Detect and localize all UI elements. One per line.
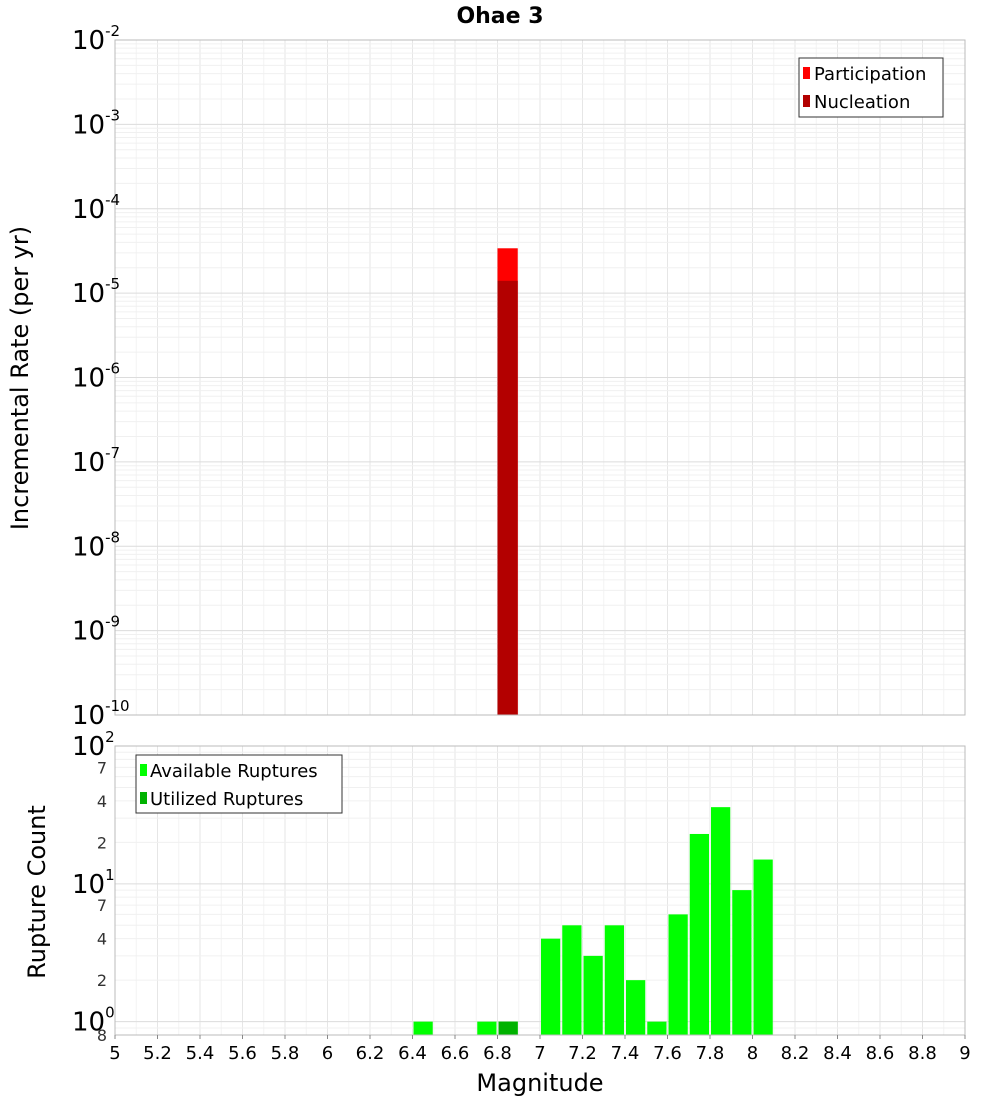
- bottom-legend: Available Ruptures Utilized Ruptures: [135, 754, 343, 814]
- y-tick-exponent: 1: [105, 866, 115, 884]
- available-ruptures-bar: [732, 890, 752, 1035]
- top-legend: Participation Nucleation: [798, 57, 944, 118]
- y-tick-label: 10-7: [72, 444, 120, 478]
- top-panel-grid: [114, 40, 966, 716]
- top-panel-bars: [497, 248, 518, 715]
- x-tick-label: 5.2: [143, 1043, 172, 1064]
- y-tick-label: 10-10: [72, 697, 130, 731]
- x-tick-label: 7.8: [696, 1043, 725, 1064]
- bottom-legend-box: [135, 754, 343, 814]
- y-tick-exponent: 2: [105, 728, 115, 746]
- y-minor-tick-label: 4: [97, 792, 107, 811]
- x-axis-label: Magnitude: [476, 1069, 603, 1097]
- x-tick-label: 5: [109, 1043, 120, 1064]
- chart-title: Ohae 3: [456, 4, 543, 29]
- x-tick-label: 9: [959, 1043, 970, 1064]
- available-ruptures-bar: [689, 833, 709, 1035]
- y-tick-exponent: -2: [105, 22, 120, 40]
- top-legend-box: [798, 57, 944, 118]
- x-tick-label: 5.6: [228, 1043, 257, 1064]
- bottom-panel-bars: [413, 807, 773, 1035]
- x-tick-label: 6: [322, 1043, 333, 1064]
- y-minor-tick-label: 7: [97, 758, 107, 777]
- x-tick-label: 7.6: [653, 1043, 682, 1064]
- y-tick-exponent: -10: [105, 697, 130, 715]
- top-panel-frame: [114, 39, 966, 716]
- utilized-ruptures-legend-label: Utilized Ruptures: [150, 789, 303, 810]
- y-tick-label: 101: [72, 866, 115, 900]
- y-minor-tick-label: 4: [97, 930, 107, 949]
- y-tick-label: 102: [72, 728, 115, 762]
- y-minor-tick-label: 8: [97, 1026, 107, 1045]
- available-ruptures-legend-label: Available Ruptures: [150, 761, 318, 782]
- top-y-axis-label: Incremental Rate (per yr): [6, 226, 34, 530]
- y-tick-label: 10-9: [72, 613, 120, 647]
- y-tick-label: 10-3: [72, 106, 120, 140]
- x-tick-label: 8.2: [781, 1043, 810, 1064]
- y-tick-label: 10-2: [72, 22, 120, 56]
- y-tick-label: 10-4: [72, 191, 120, 225]
- participation-legend-label: Participation: [814, 64, 926, 85]
- available-ruptures-bar: [753, 859, 773, 1035]
- y-minor-tick-label: 2: [97, 833, 107, 852]
- x-tick-label: 6.2: [356, 1043, 385, 1064]
- y-tick-label: 10-6: [72, 360, 120, 394]
- available-ruptures-bar: [583, 955, 603, 1035]
- available-ruptures-bar: [711, 807, 731, 1035]
- available-ruptures-bar: [626, 980, 646, 1035]
- available-ruptures-bar: [541, 938, 561, 1035]
- x-tick-label: 5.8: [271, 1043, 300, 1064]
- x-tick-label: 7.2: [568, 1043, 597, 1064]
- y-tick-exponent: -3: [105, 106, 120, 124]
- y-minor-tick-label: 7: [97, 896, 107, 915]
- x-tick-label: 8.4: [823, 1043, 852, 1064]
- available-ruptures-bar: [668, 914, 688, 1035]
- bottom-y-axis-label: Rupture Count: [23, 805, 51, 979]
- y-minor-tick-label: 2: [97, 971, 107, 990]
- available-ruptures-legend-swatch: [140, 764, 147, 776]
- y-tick-exponent: -6: [105, 360, 120, 378]
- x-tick-label: 8.8: [908, 1043, 937, 1064]
- available-ruptures-bar: [604, 925, 624, 1035]
- y-tick-exponent: 0: [105, 1004, 115, 1022]
- nucleation-legend-label: Nucleation: [814, 92, 910, 113]
- y-tick-label: 10-8: [72, 528, 120, 562]
- nucleation-bar: [497, 280, 518, 715]
- available-ruptures-bar: [477, 1021, 497, 1035]
- available-ruptures-bar: [647, 1021, 667, 1035]
- x-tick-label: 6.8: [483, 1043, 512, 1064]
- y-tick-exponent: -4: [105, 191, 120, 209]
- x-tick-label: 8: [747, 1043, 758, 1064]
- x-tick-labels: 5 5.2 5.4 5.6 5.8 6 6.2 6.4 6.6 6.8 7 7.2 7.4 7.6 7.8 8…: [109, 1035, 971, 1064]
- y-tick-exponent: -5: [105, 275, 120, 293]
- available-ruptures-bar: [562, 925, 582, 1035]
- utilized-ruptures-bar: [498, 1021, 518, 1035]
- y-tick-exponent: -8: [105, 528, 120, 546]
- nucleation-legend-swatch: [803, 95, 810, 107]
- x-tick-label: 6.6: [441, 1043, 470, 1064]
- available-ruptures-bar: [413, 1021, 433, 1035]
- y-tick-label: 100: [72, 1004, 115, 1038]
- x-tick-label: 8.6: [866, 1043, 895, 1064]
- x-tick-label: 6.4: [398, 1043, 427, 1064]
- x-tick-label: 7: [534, 1043, 545, 1064]
- participation-legend-swatch: [803, 67, 810, 79]
- y-tick-exponent: -7: [105, 444, 120, 462]
- y-tick-label: 10-5: [72, 275, 120, 309]
- y-tick-exponent: -9: [105, 613, 120, 631]
- x-tick-label: 7.4: [611, 1043, 640, 1064]
- utilized-ruptures-legend-swatch: [140, 792, 147, 804]
- x-tick-label: 5.4: [186, 1043, 215, 1064]
